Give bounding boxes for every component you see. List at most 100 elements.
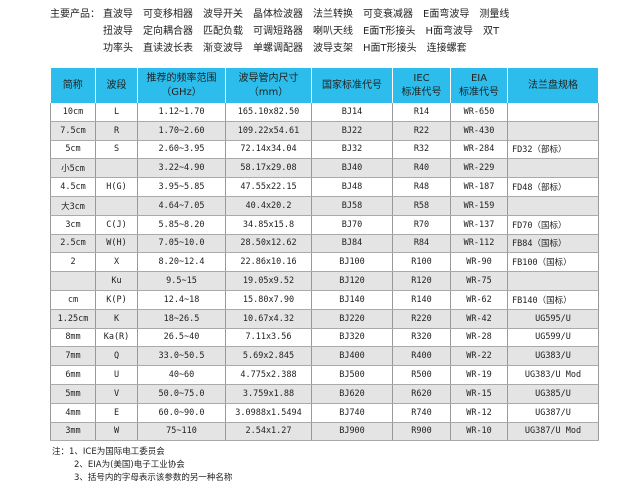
table-cell: WR-90 [450, 252, 508, 273]
table-cell: UG385/U [507, 384, 599, 404]
table-cell: 2.60~3.95 [137, 140, 226, 160]
table-cell: WR-284 [450, 140, 508, 160]
table-cell: 1.25cm [50, 309, 96, 329]
table-cell: 4.775x2.388 [225, 365, 312, 385]
table-cell: 7.11x3.56 [225, 328, 312, 348]
table-cell: WR-650 [450, 103, 508, 122]
table-row: cm K(P) 12.4~18 15.80x7.90 BJ140 R140 WR-62 FB1… [50, 290, 599, 310]
table-cell: WR-137 [450, 215, 508, 235]
table-cell: UG595/U [507, 309, 599, 329]
table-cell: BJ900 [311, 422, 393, 442]
table-cell: BJ140 [311, 290, 393, 310]
header-line1: 波导管内尺寸 [238, 72, 299, 84]
table-cell: K(P) [95, 290, 138, 310]
table-cell: R22 [392, 121, 451, 141]
table-cell: R740 [392, 403, 451, 423]
table-row: 7.5cm R 1.70~2.60 109.22x54.61 BJ22 R22 WR-430 [50, 121, 599, 141]
table-cell: V [95, 384, 138, 404]
table-cell: K [95, 309, 138, 329]
table-row: 3cm C(J) 5.85~8.20 34.85x15.8 BJ70 R70 WR-137 F… [50, 215, 599, 235]
table-cell: 5mm [50, 384, 96, 404]
table-cell: UG387/U Mod [507, 422, 599, 442]
product-item: 匹配负载 [203, 26, 243, 37]
table-cell: BJ740 [311, 403, 393, 423]
product-list-label: 主要产品： [50, 9, 100, 20]
table-cell: R14 [392, 103, 451, 122]
product-item: 连接螺套 [426, 43, 467, 54]
product-item: 渐变波导 [203, 43, 243, 54]
table-cell: WR-430 [450, 121, 508, 141]
table-row: 10cm L 1.12~1.70 165.10x82.50 BJ14 R14 WR-650 [50, 103, 599, 122]
table-cell: UG599/U [507, 328, 599, 348]
table-cell: 22.86x10.16 [225, 252, 312, 273]
table-row: 1.25cm K 18~26.5 10.67x4.32 BJ220 R220 WR-42 UG… [50, 309, 599, 329]
table-cell: R84 [392, 234, 451, 254]
table-cell: FD70（国标） [507, 215, 599, 235]
table-row: 4mm E 60.0~90.0 3.0988x1.5494 BJ740 R740 WR-12… [50, 403, 599, 423]
column-header: 简称 [50, 68, 96, 103]
table-cell: BJ120 [311, 271, 393, 291]
table-cell: 5cm [50, 140, 96, 160]
table-row: 2 X 8.20~12.4 22.86x10.16 BJ100 R100 WR-90 FB10… [50, 252, 599, 273]
product-row: 直波导 可变移相器 波导开关 晶体检波器 法兰转换 可变衰减器 E面弯波导 测量线 [103, 6, 583, 23]
table-cell: 72.14x34.04 [225, 140, 312, 160]
table-cell: 26.5~40 [137, 328, 226, 348]
table-cell: W [95, 422, 138, 442]
table-cell: 4.5cm [50, 177, 96, 197]
table-cell: BJ100 [311, 252, 393, 273]
table-cell: X [95, 252, 138, 273]
table-row: 3mm W 75~110 2.54x1.27 BJ900 R900 WR-10 UG387/U… [50, 422, 599, 442]
product-item: 双T [482, 26, 500, 37]
table-cell: R320 [392, 328, 451, 348]
header-line1: 法兰盘规格 [528, 79, 578, 91]
table-cell: FB100（国标） [507, 252, 599, 273]
table-cell: 33.0~50.5 [137, 346, 226, 367]
table-cell: FD48（部标） [507, 177, 599, 197]
table-cell: WR-187 [450, 177, 508, 197]
product-item: 可变移相器 [143, 9, 193, 20]
table-cell: 50.0~75.0 [137, 384, 226, 404]
table-cell: 5.85~8.20 [137, 215, 226, 235]
column-header: 波段 [95, 68, 138, 103]
table-cell: 3.759x1.88 [225, 384, 312, 404]
table-cell: 2 [50, 252, 96, 273]
table-cell: BJ500 [311, 365, 393, 385]
column-header: 波导管内尺寸 （mm） [225, 68, 312, 103]
table-cell: WR-112 [450, 234, 508, 254]
table-cell: 4.64~7.05 [137, 196, 226, 216]
table-cell: BJ40 [311, 158, 393, 179]
table-cell: 10.67x4.32 [225, 309, 312, 329]
table-cell: BJ84 [311, 234, 393, 254]
header-line1: EIA [470, 72, 488, 84]
header-line1: 简称 [62, 79, 83, 91]
table-cell: 40~60 [137, 365, 226, 385]
table-cell: BJ320 [311, 328, 393, 348]
product-item: 晶体检波器 [253, 9, 303, 20]
table-cell [507, 121, 599, 141]
table-cell: WR-10 [450, 422, 508, 442]
table-cell: C(J) [95, 215, 138, 235]
product-item: 功率头 [103, 43, 133, 54]
table-cell: 大3cm [50, 196, 96, 216]
table-cell: W(H) [95, 234, 138, 254]
header-line2: 标准代号 [459, 86, 499, 98]
table-cell: H(G) [95, 177, 138, 197]
table-cell: 10cm [50, 103, 96, 122]
product-item: 扭波导 [103, 26, 133, 37]
table-cell: WR-22 [450, 346, 508, 367]
product-item: 直读波长表 [143, 43, 193, 54]
product-item: E面T形接头 [363, 26, 416, 37]
table-cell: 8.20~12.4 [137, 252, 226, 273]
table-cell: BJ48 [311, 177, 393, 197]
table-row: 4.5cm H(G) 3.95~5.85 47.55x22.15 BJ48 R48 WR-1… [50, 177, 599, 197]
table-cell: R400 [392, 346, 451, 367]
table-cell [50, 271, 96, 291]
table-cell: 15.80x7.90 [225, 290, 312, 310]
table-cell: 3cm [50, 215, 96, 235]
table-cell: 47.55x22.15 [225, 177, 312, 197]
table-cell: R40 [392, 158, 451, 179]
product-item: 直波导 [103, 9, 133, 20]
table-cell: 6mm [50, 365, 96, 385]
table-row: 7mm Q 33.0~50.5 5.69x2.845 BJ400 R400 WR-22 UG3… [50, 346, 599, 367]
table-cell: R100 [392, 252, 451, 273]
